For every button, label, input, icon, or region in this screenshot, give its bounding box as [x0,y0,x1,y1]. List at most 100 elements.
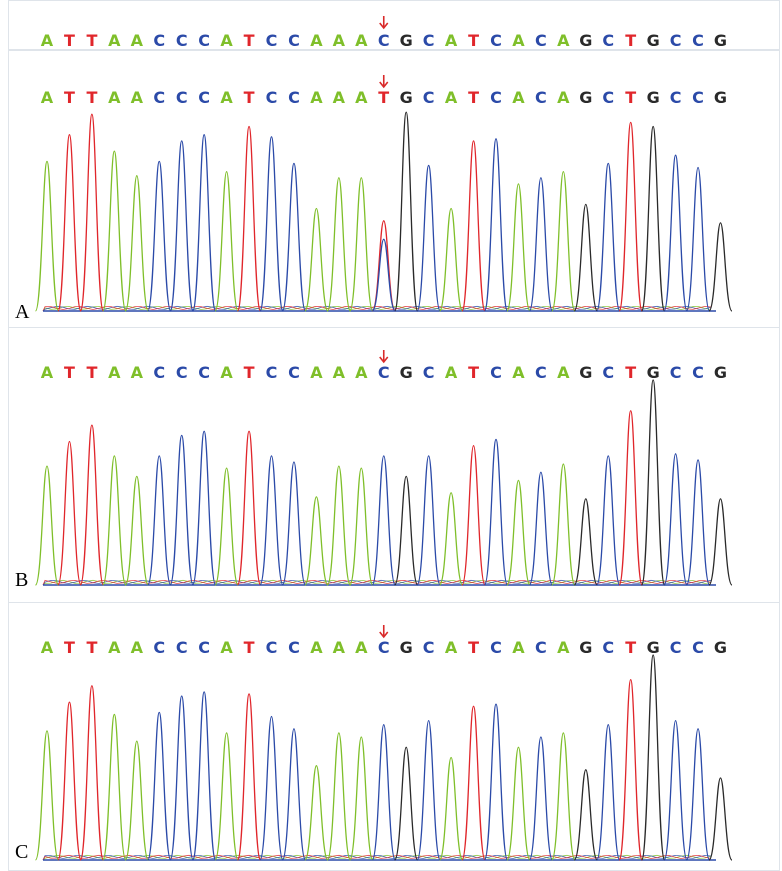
panel-a-base-29: C [692,88,704,107]
trace-peak-17 [416,164,441,312]
trace-peak-18 [438,207,464,312]
panel-b-base-2: T [86,363,97,382]
trace-peak-7 [192,691,217,861]
reference-base-21: A [512,31,525,50]
trace-peak-1 [57,134,82,312]
trace-peak-15 [371,724,396,861]
panel-label: C [15,841,28,863]
panel-a-base-16: G [400,88,413,107]
panel-c-base-16: G [400,638,413,657]
panel-b-base-1: T [64,363,75,382]
trace-peak-12 [304,765,329,861]
panel-b-base-0: A [41,363,54,382]
trace-peak-23 [551,170,576,312]
trace-peak-10 [259,455,284,586]
reference-base-22: C [535,31,547,50]
reference-base-1: T [64,31,75,50]
panel-b-base-15: C [378,363,390,382]
trace-peak-22 [528,471,554,586]
panel-a-base-26: T [625,88,636,107]
panel-b-variant-arrow-icon [379,350,389,364]
panel-a-base-6: C [176,88,188,107]
trace-peak-6 [169,434,194,586]
reference-variant-arrow-icon [379,16,389,30]
panel-c-base-17: C [423,638,435,657]
reference-base-7: C [198,31,210,50]
trace-peak-3 [102,713,127,861]
panel-a-base-17: C [423,88,435,107]
trace-peak-19 [461,705,486,861]
trace-peak-5 [147,160,172,312]
panel-b-base-24: G [579,363,592,382]
panel-a-base-9: T [244,88,255,107]
reference-base-2: T [86,31,97,50]
reference-base-25: C [602,31,614,50]
panel-c-base-4: A [131,638,144,657]
reference-base-30: G [714,31,727,50]
panel-c-base-10: C [266,638,278,657]
trace-peak-24 [573,769,598,861]
trace-peak-27 [641,379,666,586]
panel-b-base-10: C [266,363,278,382]
panel-b-base-19: T [468,363,479,382]
panel-c-base-24: G [579,638,592,657]
trace-peak-20 [483,703,509,861]
reference-base-18: A [445,31,458,50]
trace-peak-30 [708,777,733,861]
trace-peak-23 [551,732,576,861]
panel-b-base-25: C [602,363,614,382]
panel-a-base-27: G [647,88,660,107]
panel-b-base-9: T [244,363,255,382]
panel-c-base-27: G [647,638,660,657]
panel-c-base-21: A [512,638,525,657]
trace-peak-3 [102,150,127,312]
trace-peak-21 [506,479,531,586]
panel-b-base-8: A [220,363,233,382]
baseline-noise-trace [42,579,712,586]
trace-peak-12 [304,207,329,312]
trace-peak-6 [169,140,194,312]
trace-peak-16 [394,746,419,861]
panel-b-base-18: A [445,363,458,382]
panel-a-base-1: T [64,88,75,107]
trace-peak-22 [528,177,554,312]
panel-a-base-10: C [266,88,278,107]
panel-a-base-3: A [108,88,121,107]
trace-peak-6 [169,695,194,861]
trace-peak-26 [618,678,643,861]
reference-base-16: G [400,31,413,50]
panel-a-variant-arrow-icon [379,75,389,89]
panel-a-base-4: A [131,88,144,107]
trace-peak-2 [79,424,105,586]
panel-b-base-5: C [153,363,165,382]
reference-base-10: C [266,31,278,50]
panel-c-base-13: A [333,638,346,657]
panel-c-base-0: A [41,638,54,657]
trace-peak-17 [416,719,441,861]
panel-c-base-19: T [468,638,479,657]
reference-base-11: C [288,31,300,50]
baseline-noise-trace [42,854,712,861]
trace-peak-30 [708,222,733,312]
panel-a-base-22: C [535,88,547,107]
trace-peak-21 [506,183,531,312]
trace-peak-25 [596,724,621,861]
trace-peak-13 [326,177,351,312]
trace-peak-19 [461,140,486,312]
panel-a-base-18: A [445,88,458,107]
trace-peak-13 [326,732,351,861]
reference-base-9: T [244,31,255,50]
panel-c-base-25: C [602,638,614,657]
trace-peak-26 [618,410,643,586]
reference-sequence-header [8,0,780,50]
reference-base-3: A [108,31,121,50]
reference-base-14: A [355,31,368,50]
trace-peak-18 [438,756,464,861]
trace-peak-5 [147,711,172,861]
panel-c-base-7: C [198,638,210,657]
panel-b-base-30: G [714,363,727,382]
trace-peak-13 [326,465,351,586]
reference-base-0: A [41,31,54,50]
panel-a-base-23: A [557,88,570,107]
